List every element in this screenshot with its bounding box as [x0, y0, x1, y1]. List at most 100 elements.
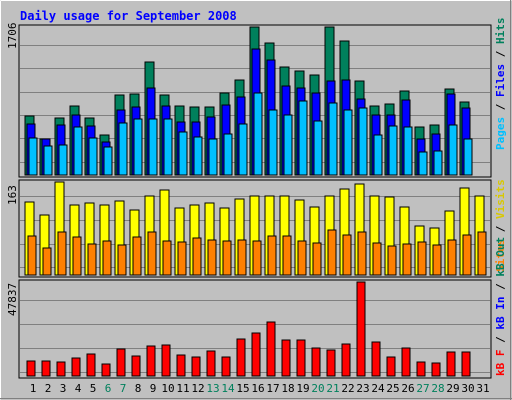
x-tick-label: 21	[326, 382, 339, 395]
x-tick-label: 26	[401, 382, 414, 395]
bar-kb-f-day-17	[266, 321, 276, 377]
bar-kb-f-day-22	[341, 343, 351, 377]
bar-kb-f-day-15	[236, 338, 246, 377]
bar-pages-day-4	[73, 126, 83, 176]
bar-sites-day-12	[192, 237, 202, 276]
panel1-ymax-label: 1706	[6, 23, 19, 50]
bar-kb-f-day-16	[251, 332, 261, 377]
legend-entry: Pages	[494, 117, 507, 150]
bar-sites-day-9	[147, 231, 157, 276]
legend-entry: Hits	[494, 18, 507, 45]
legend-entry: kB In	[494, 297, 507, 330]
legend-entry: /	[494, 97, 507, 117]
bar-pages-day-18	[283, 114, 293, 176]
bar-sites-day-21	[327, 229, 337, 276]
bar-kb-f-day-24	[371, 341, 381, 377]
x-tick-label: 29	[446, 382, 459, 395]
bar-kb-f-day-13	[206, 350, 216, 377]
x-tick-label: 15	[236, 382, 249, 395]
bar-kb-f-day-18	[281, 339, 291, 377]
x-tick-label: 23	[356, 382, 369, 395]
bar-pages-day-20	[313, 120, 323, 176]
bar-sites-day-6	[102, 240, 112, 276]
bar-kb-f-day-2	[41, 360, 51, 377]
legend-entry: /	[494, 277, 507, 297]
bar-pages-day-1	[28, 137, 38, 176]
x-tick-label: 5	[90, 382, 97, 395]
bar-pages-day-21	[328, 102, 338, 176]
x-tick-label: 30	[461, 382, 474, 395]
bar-pages-day-26	[403, 126, 413, 176]
bar-sites-day-19	[297, 240, 307, 276]
x-tick-label: 7	[120, 382, 127, 395]
bar-sites-day-8	[132, 236, 142, 276]
x-tick-label: 8	[135, 382, 142, 395]
bar-pages-day-15	[238, 123, 248, 176]
bar-pages-day-14	[223, 133, 233, 176]
bar-pages-day-3	[58, 144, 68, 176]
legend-entry: /	[494, 330, 507, 350]
bar-kb-f-day-14	[221, 356, 231, 377]
x-tick-label: 31	[476, 382, 489, 395]
bar-sites-day-29	[447, 239, 457, 276]
bar-sites-day-1	[27, 235, 37, 276]
bar-sites-day-26	[402, 243, 412, 276]
legend-entry: Files	[494, 64, 507, 97]
bar-kb-f-day-1	[26, 360, 36, 377]
bar-pages-day-6	[103, 146, 113, 176]
bar-sites-day-30	[462, 234, 472, 276]
x-tick-label: 19	[296, 382, 309, 395]
bar-sites-day-3	[57, 231, 67, 276]
legend-entry: kB Out	[494, 237, 507, 277]
bar-pages-day-2	[43, 145, 53, 176]
legend-entry: kB F	[494, 350, 507, 377]
bar-kb-f-day-7	[116, 348, 126, 377]
panel3-legend: kB F / kB In / kB Out	[494, 237, 507, 376]
bar-sites-day-17	[267, 235, 277, 276]
bar-sites-day-25	[387, 245, 397, 276]
x-tick-label: 18	[281, 382, 294, 395]
x-tick-label: 6	[105, 382, 112, 395]
bar-kb-f-day-20	[311, 347, 321, 377]
x-tick-label: 17	[266, 382, 279, 395]
bar-pages-day-16	[253, 92, 263, 176]
bar-sites-day-22	[342, 234, 352, 276]
x-tick-label: 1	[30, 382, 37, 395]
legend-entry: /	[494, 44, 507, 64]
bar-kb-f-day-10	[161, 344, 171, 377]
bar-kb-f-day-29	[446, 351, 456, 377]
bar-sites-day-23	[357, 231, 367, 276]
bar-kb-f-day-3	[56, 361, 66, 377]
bar-pages-day-19	[298, 100, 308, 176]
bar-pages-day-7	[118, 122, 128, 176]
bar-pages-day-30	[463, 138, 473, 176]
bar-sites-day-31	[477, 231, 487, 276]
bar-sites-day-5	[87, 243, 97, 276]
x-tick-label: 11	[176, 382, 189, 395]
bar-sites-day-14	[222, 240, 232, 276]
legend-entry: Sites	[494, 239, 507, 272]
bars-layer	[24, 26, 487, 377]
bar-kb-f-day-6	[101, 363, 111, 377]
bar-sites-day-2	[42, 247, 52, 276]
x-tick-label: 25	[386, 382, 399, 395]
bar-pages-day-24	[373, 134, 383, 176]
bar-sites-day-4	[72, 236, 82, 276]
bar-pages-day-11	[178, 131, 188, 176]
x-axis-day-labels: 1 2 3 4 5 6 7 8 9 10 11 12 13 14 15 16 17 18 19 20 21 22 23 24 2…	[30, 382, 490, 395]
bar-kb-f-day-30	[461, 351, 471, 377]
x-tick-label: 3	[60, 382, 67, 395]
bar-kb-f-day-8	[131, 355, 141, 377]
legend-entry: /	[494, 219, 507, 239]
bar-sites-day-10	[162, 240, 172, 276]
x-tick-label: 2	[45, 382, 52, 395]
panel3-ymax-label: 47837	[6, 283, 19, 316]
bar-pages-day-29	[448, 124, 458, 176]
bar-sites-day-27	[417, 241, 427, 276]
bar-sites-day-20	[312, 242, 322, 276]
x-tick-label: 4	[75, 382, 82, 395]
panel2-legend: Sites / Visits	[494, 179, 507, 272]
bar-sites-day-13	[207, 239, 217, 276]
bar-sites-day-15	[237, 239, 247, 276]
x-tick-label: 9	[150, 382, 157, 395]
